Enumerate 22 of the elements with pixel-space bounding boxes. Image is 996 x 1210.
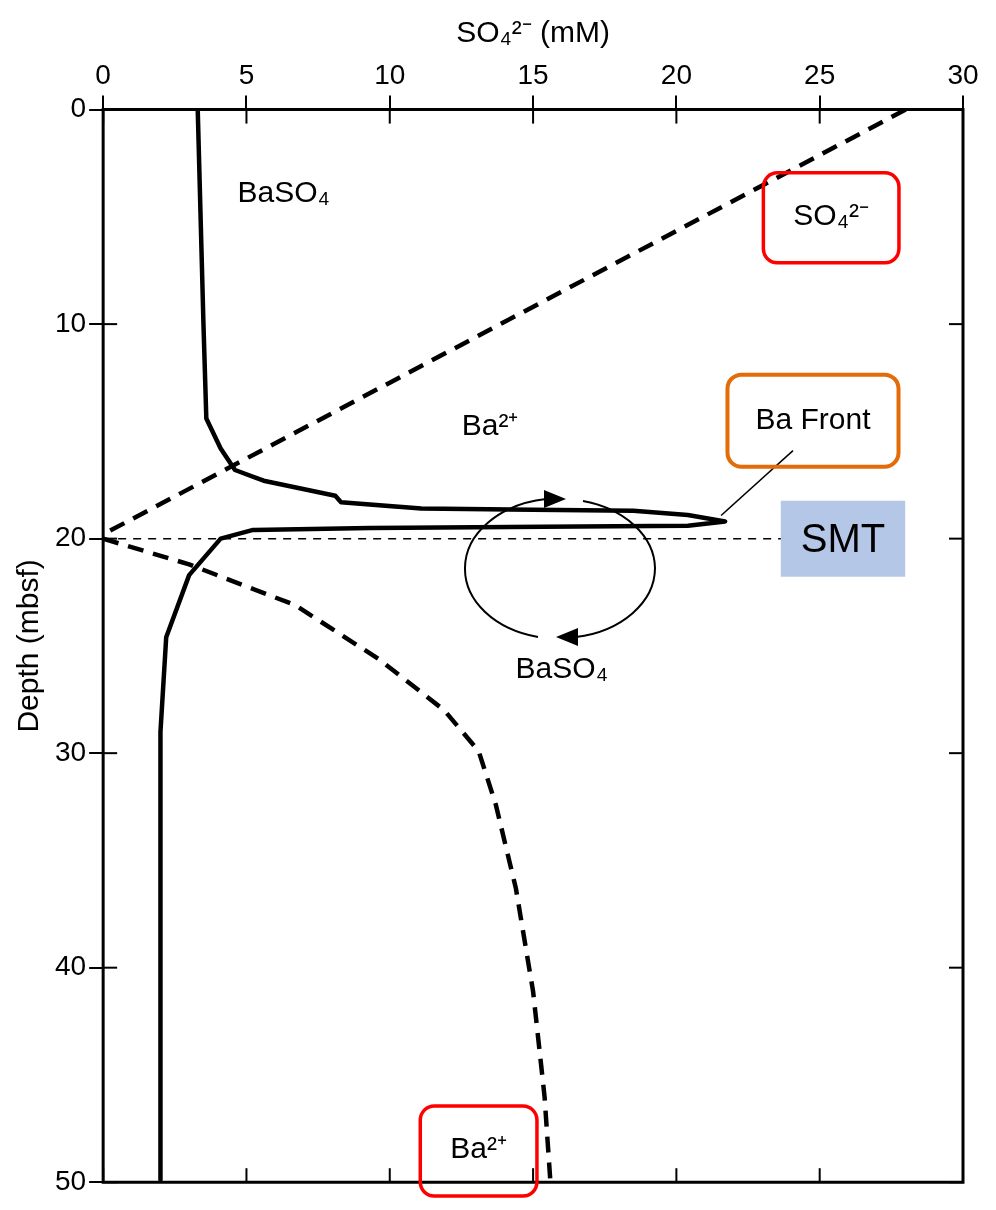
y-tick-label: 20 [54, 521, 87, 553]
annotation: BaSO₄ [515, 650, 608, 684]
x-tick-label: 30 [947, 58, 979, 90]
ref-line-label: SMT [800, 515, 886, 560]
annotation: Ba Front [755, 401, 872, 435]
series-label: BaSO₄ [237, 174, 330, 208]
annotation: Ba²⁺ [461, 408, 519, 442]
x-tick-label: 25 [804, 58, 836, 90]
series-label: Ba²⁺ [450, 1131, 507, 1165]
y-tick-label: 10 [54, 306, 87, 338]
y-tick-label: 40 [54, 950, 87, 982]
y-axis-title: Depth (mbsf) [11, 559, 45, 733]
x-tick-label: 5 [238, 58, 255, 90]
y-tick-label: 0 [70, 92, 87, 124]
y-tick-label: 50 [54, 1164, 87, 1196]
x-tick-label: 20 [660, 58, 692, 90]
x-tick-label: 15 [517, 58, 549, 90]
series-label: SO₄²⁻ [793, 198, 869, 232]
x-tick-label: 10 [374, 58, 406, 90]
y-tick-label: 30 [54, 735, 87, 767]
x-tick-label: 0 [95, 58, 111, 90]
x-axis-title: SO₄²⁻ (mM) [456, 15, 611, 49]
